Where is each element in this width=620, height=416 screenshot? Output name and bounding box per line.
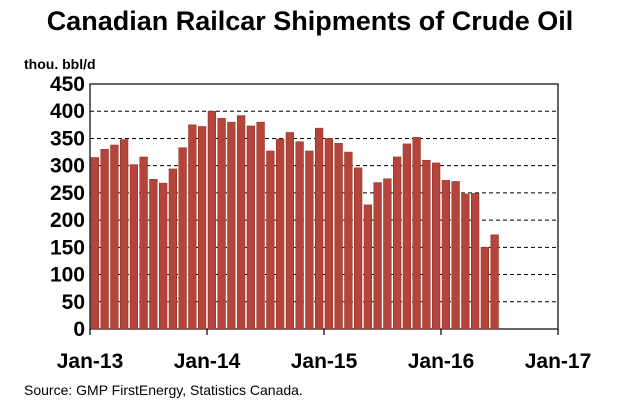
bar [120,139,129,330]
bar [490,234,499,330]
bar [168,168,177,330]
bar [383,178,392,330]
bar [402,143,411,330]
y-tick-label: 100 [50,264,85,287]
y-tick-label: 150 [50,236,85,259]
bar [344,151,353,330]
bar [354,167,363,330]
bar [237,115,246,330]
bar [393,156,402,330]
bar [110,144,119,330]
x-tick-label: Jan-17 [525,350,592,373]
chart-title: Canadian Railcar Shipments of Crude Oil [46,6,574,36]
bar [217,118,226,330]
bar [432,162,441,330]
x-tick-label: Jan-14 [174,350,241,373]
x-tick-label: Jan-15 [291,350,358,373]
y-tick-label: 400 [50,100,85,123]
bar [159,182,168,330]
y-tick-label: 300 [50,155,85,178]
bar [129,164,138,330]
bar [305,150,314,330]
source-note: Source: GMP FirstEnergy, Statistics Cana… [24,382,303,398]
bar [363,204,372,330]
bar [422,159,431,330]
bar [276,138,285,330]
bar [100,149,109,330]
bar [295,141,304,330]
bar [188,124,197,330]
y-tick-label: 0 [73,318,85,341]
bar [461,193,470,330]
x-tick-label: Jan-16 [408,350,475,373]
bar [441,180,450,330]
bar [451,181,460,330]
bar [178,147,187,330]
y-tick-label: 350 [50,127,85,150]
y-tick-label: 250 [50,182,85,205]
bar [315,127,324,330]
x-tick-label: Jan-13 [57,350,124,373]
y-axis-unit-label: thou. bbl/d [24,56,96,72]
bar [373,182,382,330]
bar [480,247,489,330]
y-tick-label: 450 [50,73,85,96]
bar [412,137,421,330]
bar [266,150,275,330]
bar [256,121,265,330]
bar [207,110,216,330]
bar [90,157,99,330]
bar [246,125,255,330]
bar [139,156,148,330]
bar [471,193,480,330]
bar [324,138,333,330]
bar [334,143,343,330]
bar [285,132,294,330]
y-tick-label: 200 [50,209,85,232]
bar [149,179,158,330]
bar [227,121,236,330]
bar [198,126,207,330]
y-tick-label: 50 [62,291,85,314]
